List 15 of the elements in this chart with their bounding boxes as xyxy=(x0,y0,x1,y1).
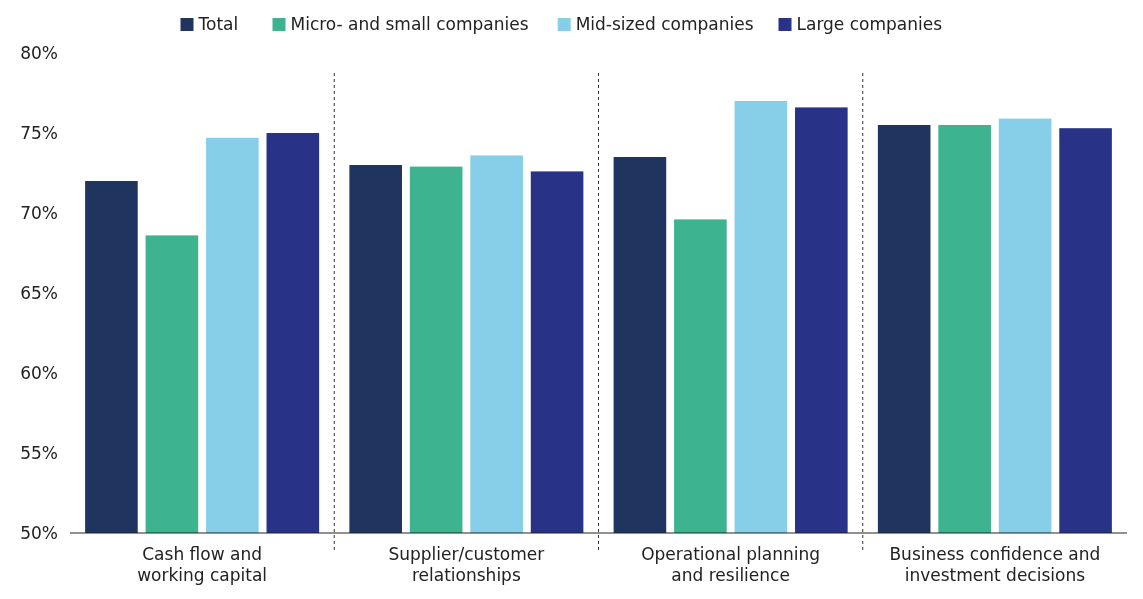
x-tick-label: Cash flow and working capital xyxy=(137,544,268,585)
x-tick-label: Operational planning and resilience xyxy=(641,544,821,585)
legend-label: Total xyxy=(197,14,239,34)
x-tick-label: Business confidence and investment decisions xyxy=(889,544,1101,585)
x-tick-label: Supplier/customer relationships xyxy=(388,544,545,585)
y-tick-label: 60% xyxy=(20,362,58,383)
legend-label: Mid-sized companies xyxy=(575,14,754,34)
y-tick-label: 80% xyxy=(20,42,58,63)
legend-label: Micro- and small companies xyxy=(290,14,529,34)
legend-label: Large companies xyxy=(796,14,943,34)
y-tick-label: 65% xyxy=(20,282,58,303)
y-tick-label: 75% xyxy=(20,122,58,143)
y-tick-label: 70% xyxy=(20,202,58,223)
y-tick-label: 55% xyxy=(20,442,58,463)
y-tick-label: 50% xyxy=(20,522,58,543)
